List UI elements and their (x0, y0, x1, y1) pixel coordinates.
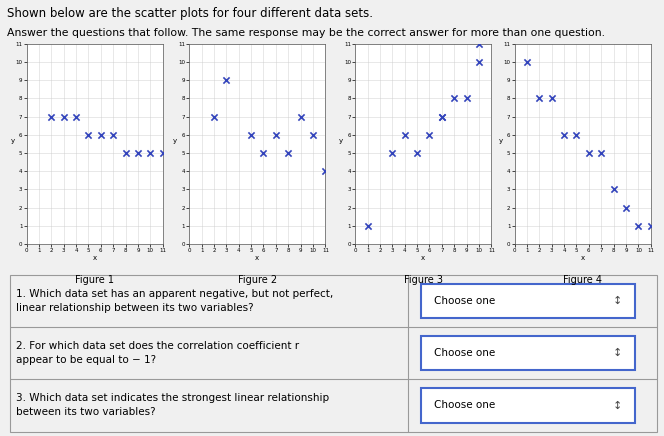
Point (436, 113, 447, 120)
Point (120, 150, 131, 157)
Point (424, 131, 435, 138)
Point (449, 95, 459, 102)
Point (363, 222, 373, 229)
Point (307, 131, 318, 138)
Point (400, 131, 410, 138)
X-axis label: x: x (421, 255, 426, 261)
Text: 1. Which data set has an apparent negative, but not perfect,
linear relationship: 1. Which data set has an apparent negati… (17, 289, 334, 313)
Text: Shown below are the scatter plots for four different data sets.: Shown below are the scatter plots for fo… (7, 7, 373, 20)
Text: Choose one: Choose one (434, 296, 495, 306)
Point (436, 113, 447, 120)
Point (133, 150, 143, 157)
Text: ↕: ↕ (613, 296, 622, 306)
Point (258, 150, 269, 157)
Point (387, 150, 398, 157)
Text: Figure 3: Figure 3 (404, 275, 443, 285)
Y-axis label: y: y (339, 138, 343, 144)
Point (221, 77, 232, 84)
Point (596, 150, 606, 157)
Text: Figure 2: Figure 2 (238, 275, 277, 285)
Point (645, 222, 656, 229)
Point (621, 204, 631, 211)
Text: Figure 4: Figure 4 (563, 275, 602, 285)
Point (473, 40, 484, 47)
Point (283, 150, 293, 157)
Point (584, 150, 594, 157)
Point (83, 131, 94, 138)
X-axis label: x: x (92, 255, 97, 261)
Point (246, 131, 256, 138)
Point (208, 113, 219, 120)
Point (522, 58, 533, 65)
Y-axis label: y: y (499, 138, 503, 144)
Text: Figure 1: Figure 1 (75, 275, 114, 285)
Text: Answer the questions that follow. The same response may be the correct answer fo: Answer the questions that follow. The sa… (7, 28, 605, 38)
Point (96, 131, 106, 138)
Text: ↕: ↕ (613, 401, 622, 410)
Point (295, 113, 306, 120)
Text: Choose one: Choose one (434, 348, 495, 358)
Y-axis label: y: y (11, 138, 15, 144)
Point (608, 186, 619, 193)
Text: 2. For which data set does the correlation coefficient r
appear to be equal to −: 2. For which data set does the correlati… (17, 341, 299, 365)
Point (108, 131, 118, 138)
Y-axis label: y: y (173, 138, 177, 144)
Point (546, 95, 557, 102)
Point (71, 113, 82, 120)
Point (46, 113, 56, 120)
Point (461, 95, 472, 102)
Point (270, 131, 281, 138)
Point (633, 222, 643, 229)
Point (157, 150, 168, 157)
Text: 3. Which data set indicates the strongest linear relationship
between its two va: 3. Which data set indicates the stronges… (17, 393, 329, 418)
X-axis label: x: x (255, 255, 260, 261)
Point (412, 150, 422, 157)
Point (473, 58, 484, 65)
Point (534, 95, 544, 102)
Point (145, 150, 155, 157)
Point (559, 131, 570, 138)
X-axis label: x: x (580, 255, 585, 261)
Point (320, 168, 331, 175)
Text: Choose one: Choose one (434, 401, 495, 410)
Point (58, 113, 69, 120)
Text: ↕: ↕ (613, 348, 622, 358)
Point (571, 131, 582, 138)
